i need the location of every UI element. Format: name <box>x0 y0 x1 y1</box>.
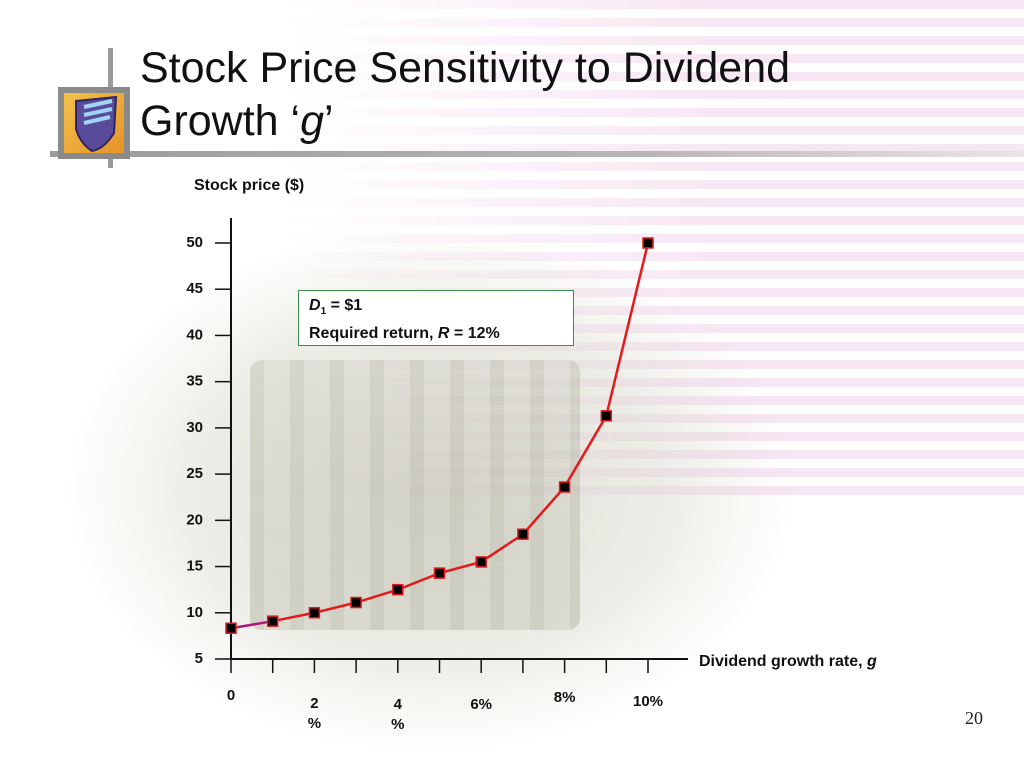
y-tick-label: 10 <box>186 604 203 621</box>
y-axis-label: Stock price ($) <box>194 177 305 194</box>
x-tick-label: 6% <box>470 696 492 713</box>
x-tick-label: 8% <box>554 689 576 706</box>
data-point <box>266 615 279 627</box>
x-axis-label-text: Dividend growth rate, <box>699 653 868 670</box>
data-point <box>558 481 571 493</box>
title-line-1: Stock Price Sensitivity to Dividend <box>140 44 791 92</box>
series-line-segment <box>521 486 566 536</box>
data-point <box>392 583 404 596</box>
page-number: 20 <box>965 708 983 728</box>
x-tick-label: 10% <box>633 693 663 710</box>
dividend-symbol: D <box>309 297 321 314</box>
required-return-label: Required return, <box>309 325 438 343</box>
y-tick-label: 30 <box>186 419 203 436</box>
y-tick-label: 20 <box>186 511 203 528</box>
data-point <box>517 528 529 540</box>
title-line-2: Growth ‘ <box>140 97 301 145</box>
required-return-value: = 12% <box>449 325 500 343</box>
dividend-value: = $1 <box>326 297 363 314</box>
data-point <box>308 607 321 619</box>
series-line-segment <box>563 415 608 488</box>
x-axis-label: Dividend growth rate, g <box>699 651 877 673</box>
title-underline <box>50 151 1024 157</box>
data-point <box>225 622 237 634</box>
background-building <box>250 360 580 630</box>
y-tick-label: 45 <box>186 280 203 297</box>
y-tick-label: 5 <box>195 650 203 667</box>
y-tick-label: 15 <box>186 558 203 575</box>
y-tick-label: 35 <box>186 373 203 390</box>
data-point <box>475 556 487 568</box>
series-line-segment <box>230 619 273 630</box>
title-g-variable: g <box>300 97 325 145</box>
shield-icon <box>75 95 118 153</box>
dividend-subscript: 1 <box>320 306 327 318</box>
logo-background <box>64 93 124 153</box>
y-tick-label: 25 <box>186 465 203 482</box>
title-close-quote: ’ <box>324 97 334 145</box>
series-line-segment <box>397 571 440 591</box>
data-point <box>600 410 613 422</box>
series-line-segment <box>480 533 524 563</box>
x-tick-label: % <box>391 716 404 733</box>
series-line-segment <box>605 242 650 417</box>
x-tick-label: 4 <box>394 696 403 713</box>
required-return-line: Required return, R = 12% <box>309 323 563 345</box>
x-tick-label: 0 <box>227 687 235 704</box>
series-line-segment <box>355 588 399 604</box>
x-tick-label: 2 <box>310 695 318 712</box>
shield-logo-icon <box>58 87 130 159</box>
required-return-symbol: R <box>437 325 450 343</box>
y-tick-label: 50 <box>186 234 203 251</box>
data-point <box>433 567 446 579</box>
series-line-segment <box>314 601 357 614</box>
dividend-line: D1 = $1 <box>309 295 563 323</box>
series-line-segment <box>272 611 315 623</box>
x-axis-label-variable: g <box>867 653 877 670</box>
slide-title: Stock Price Sensitivity to Dividend Grow… <box>140 42 790 148</box>
x-tick-label: % <box>308 715 321 732</box>
data-point <box>642 237 654 249</box>
y-tick-label: 40 <box>186 326 203 343</box>
data-point <box>350 596 362 609</box>
series-line-segment <box>439 560 482 575</box>
assumptions-box: D1 = $1 Required return, R = 12% <box>298 290 574 346</box>
